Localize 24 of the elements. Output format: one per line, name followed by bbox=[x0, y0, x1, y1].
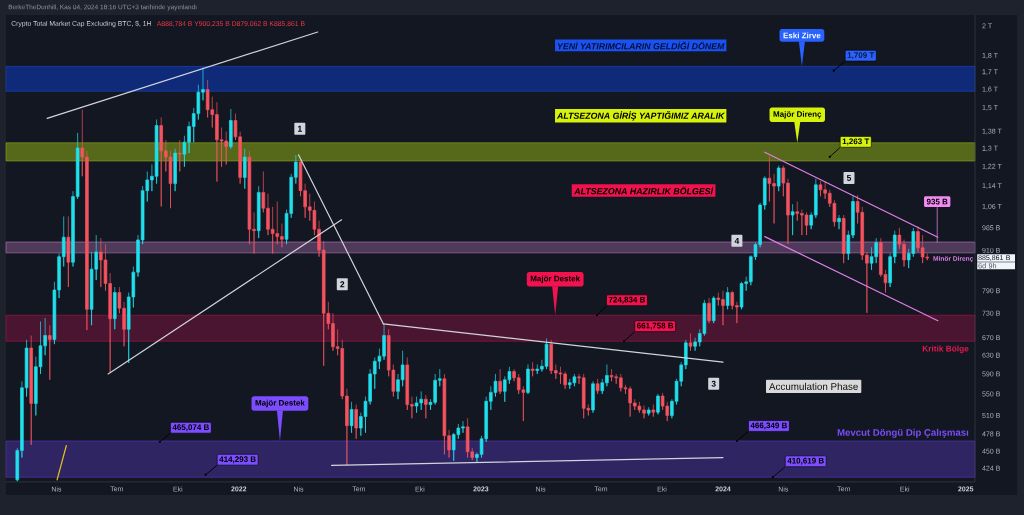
annotation: 4 bbox=[734, 237, 740, 244]
annotation: 1,263 T bbox=[842, 138, 870, 146]
annotation: 2 bbox=[340, 281, 345, 288]
annotation: 661,758 B bbox=[636, 322, 674, 330]
annotation: Majör Destek bbox=[255, 399, 305, 408]
annotation: 724,834 B bbox=[608, 296, 646, 304]
annotation: Eski Zirve bbox=[783, 32, 821, 39]
annotation: 935 B bbox=[926, 198, 948, 205]
annotation: Majör Destek bbox=[530, 275, 581, 283]
annotation: 3 bbox=[711, 380, 716, 387]
band-label: ALTSEZONA GİRİŞ YAPTIĞIMIZ ARALIK bbox=[556, 110, 725, 121]
band-label: Kritik Bölge bbox=[922, 345, 969, 354]
band-label: YENİ YATIRIMCILARIN GELDİĞİ DÖNEM bbox=[557, 41, 725, 50]
annotation: ALTSEZONA HAZIRLIK BÖLGESİ bbox=[574, 186, 714, 195]
annotation: 1,709 T bbox=[847, 52, 875, 60]
annotation: 465,074 B bbox=[172, 424, 209, 432]
annotation: 414,293 B bbox=[219, 456, 256, 464]
annotation: 5 bbox=[846, 174, 852, 181]
annotation: Accumulation Phase bbox=[769, 382, 858, 390]
annotation: 1 bbox=[297, 125, 302, 132]
annotation: 466,349 B bbox=[750, 422, 787, 430]
annotation: Majör Direnç bbox=[773, 111, 822, 119]
annotation: 410,619 B bbox=[787, 457, 824, 465]
band-label: Mevcut Döngü Dip Çalışması bbox=[837, 428, 969, 438]
